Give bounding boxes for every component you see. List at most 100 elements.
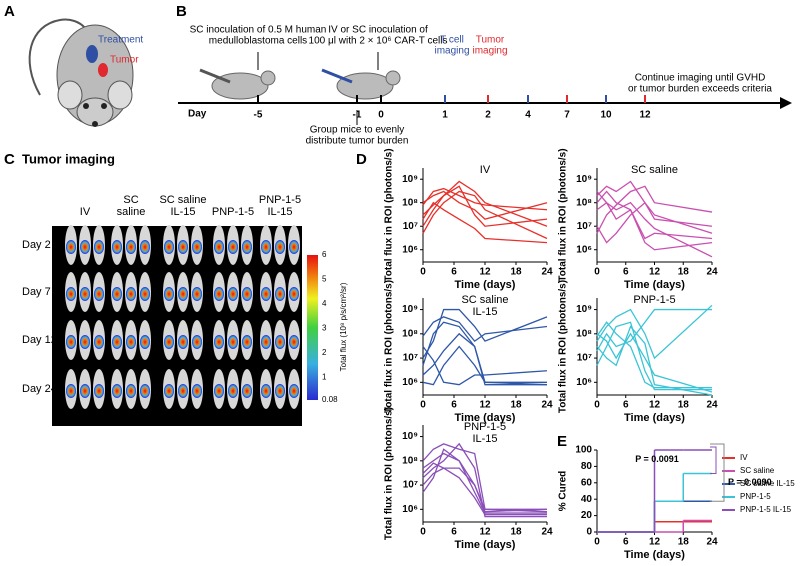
legend-label: IV bbox=[740, 453, 748, 462]
column-header: IV bbox=[80, 206, 91, 218]
signal bbox=[289, 240, 299, 254]
signal bbox=[80, 287, 90, 301]
series-line bbox=[596, 308, 712, 352]
y-tick-label: 60 bbox=[581, 477, 593, 488]
x-tick-label: 18 bbox=[510, 400, 522, 411]
signal bbox=[80, 240, 90, 254]
x-tick-label: 6 bbox=[623, 267, 629, 278]
series-line bbox=[596, 201, 713, 244]
note: imaging bbox=[472, 46, 507, 57]
colorbar bbox=[307, 255, 318, 400]
y-tick-label: 10⁶ bbox=[576, 244, 592, 255]
signal bbox=[164, 384, 174, 398]
y-tick-label: 10⁸ bbox=[402, 197, 418, 208]
day-label: Day bbox=[188, 109, 207, 120]
series-line bbox=[422, 308, 548, 359]
signal bbox=[140, 335, 150, 349]
series-line bbox=[596, 321, 712, 391]
series-line bbox=[596, 180, 713, 234]
signal bbox=[178, 384, 188, 398]
series-line bbox=[422, 316, 548, 342]
series-line bbox=[596, 321, 712, 389]
x-tick-label: 24 bbox=[541, 527, 553, 538]
note: Continue imaging until GVHD bbox=[635, 73, 766, 84]
y-tick-label: 10⁶ bbox=[402, 244, 418, 255]
signal bbox=[242, 287, 252, 301]
note: or tumor burden exceeds criteria bbox=[628, 84, 772, 95]
signal bbox=[112, 335, 122, 349]
signal bbox=[126, 335, 136, 349]
signal bbox=[66, 384, 76, 398]
day-number: 4 bbox=[525, 110, 531, 121]
colorbar-tick: 6 bbox=[322, 250, 327, 259]
signal bbox=[192, 335, 202, 349]
x-tick-label: 12 bbox=[479, 400, 491, 411]
colorbar-tick: 5 bbox=[322, 275, 327, 284]
signal bbox=[164, 287, 174, 301]
signal bbox=[80, 384, 90, 398]
series-line bbox=[422, 467, 548, 513]
series-line bbox=[422, 345, 547, 386]
x-tick-label: 18 bbox=[678, 537, 690, 548]
signal bbox=[261, 335, 271, 349]
x-axis-label: Time (days) bbox=[455, 539, 516, 551]
signal bbox=[94, 240, 104, 254]
x-axis-label: Time (days) bbox=[455, 279, 516, 291]
x-tick-label: 6 bbox=[451, 400, 457, 411]
signal bbox=[261, 240, 271, 254]
colorbar-tick: 3 bbox=[322, 324, 327, 333]
y-tick-label: 10⁶ bbox=[402, 377, 418, 388]
chart-title: IV bbox=[480, 164, 491, 176]
signal bbox=[164, 335, 174, 349]
signal bbox=[80, 335, 90, 349]
colorbar-tick: 0.08 bbox=[322, 395, 338, 404]
signal bbox=[140, 240, 150, 254]
x-tick-label: 0 bbox=[420, 527, 426, 538]
colorbar-label: Total flux (10⁸ p/s/cm²/sr) bbox=[339, 282, 348, 371]
series-line bbox=[596, 191, 713, 258]
x-tick-label: 24 bbox=[706, 267, 718, 278]
signal bbox=[112, 240, 122, 254]
y-tick-label: 10⁷ bbox=[577, 353, 592, 364]
y-tick-label: 10⁹ bbox=[576, 174, 592, 185]
x-tick-label: 24 bbox=[541, 400, 553, 411]
note: imaging bbox=[434, 46, 469, 57]
y-axis-label: Total flux in ROI (photons/s) bbox=[384, 280, 395, 413]
signal bbox=[275, 287, 285, 301]
colorbar-tick: 1 bbox=[322, 373, 327, 382]
signal bbox=[275, 335, 285, 349]
panel-letter: D bbox=[356, 151, 367, 168]
chart-title: SC saline bbox=[631, 164, 678, 176]
signal bbox=[94, 335, 104, 349]
signal bbox=[214, 240, 224, 254]
chart-title: IL-15 bbox=[472, 433, 497, 445]
x-axis-label: Time (days) bbox=[624, 279, 685, 291]
signal bbox=[214, 384, 224, 398]
y-tick-label: 80 bbox=[581, 461, 593, 472]
label-tumor: Tumor bbox=[110, 55, 139, 66]
day-number: 10 bbox=[600, 110, 612, 121]
p-value: P = 0.0091 bbox=[635, 454, 679, 464]
y-tick-label: 10⁸ bbox=[576, 328, 592, 339]
p-value: P = 0.0090 bbox=[728, 477, 772, 487]
day-number: 0 bbox=[378, 110, 384, 121]
y-tick-label: 10⁸ bbox=[402, 328, 418, 339]
note: T cell bbox=[440, 35, 464, 46]
y-axis-label: Total flux in ROI (photons/s) bbox=[384, 407, 395, 540]
signal bbox=[140, 287, 150, 301]
series-line bbox=[422, 201, 548, 244]
y-tick-label: 10⁷ bbox=[577, 221, 592, 232]
y-tick-label: 10⁷ bbox=[403, 221, 418, 232]
panel-title: Tumor imaging bbox=[22, 151, 115, 166]
y-tick-label: 10⁷ bbox=[403, 353, 418, 364]
x-tick-label: 18 bbox=[510, 527, 522, 538]
label-treatment: Treatment bbox=[98, 35, 143, 46]
x-axis-label: Time (days) bbox=[455, 412, 516, 424]
signal bbox=[242, 335, 252, 349]
y-tick-label: 10⁹ bbox=[402, 431, 418, 442]
colorbar-tick: 4 bbox=[322, 299, 327, 308]
x-tick-label: 18 bbox=[678, 267, 690, 278]
signal bbox=[214, 335, 224, 349]
day-number: -5 bbox=[254, 110, 263, 121]
y-axis-label: Total flux in ROI (photons/s) bbox=[384, 148, 395, 281]
